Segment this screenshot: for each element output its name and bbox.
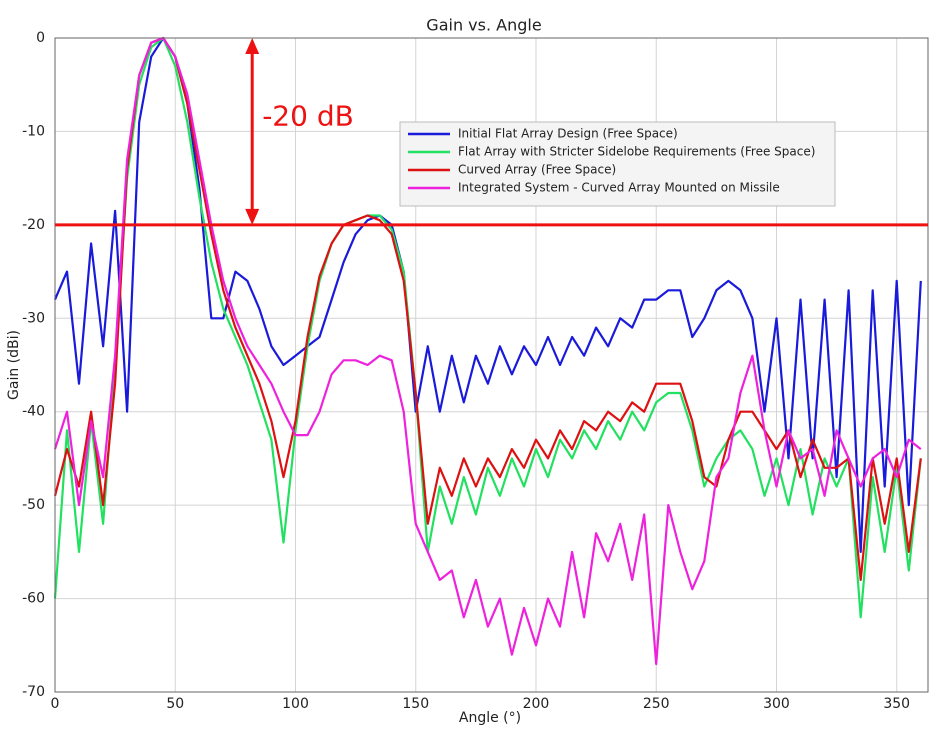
x-tick-label: 300 [763, 696, 790, 712]
x-tick-label: 350 [883, 696, 910, 712]
series-line [53, 36, 922, 619]
arrow-head [245, 38, 260, 54]
legend-label: Integrated System - Curved Array Mounted… [458, 181, 780, 195]
legend-label: Curved Array (Free Space) [458, 163, 616, 177]
y-tick-label: -10 [22, 123, 45, 139]
y-axis-label: Gain (dBi) [6, 330, 22, 400]
plot-frame [54, 37, 929, 693]
y-tick-label: -50 [22, 497, 45, 513]
series-line [53, 36, 922, 581]
legend-label: Flat Array with Stricter Sidelobe Requir… [458, 145, 815, 159]
x-tick-label: 200 [523, 696, 550, 712]
x-tick-label: 150 [402, 696, 429, 712]
x-axis-label: Angle (°) [459, 710, 521, 726]
y-tick-label: -70 [22, 684, 45, 700]
y-tick-label: -30 [22, 310, 45, 326]
legend: Initial Flat Array Design (Free Space) Fl… [399, 121, 836, 207]
series-line [53, 36, 922, 553]
x-tick-label: 0 [51, 696, 60, 712]
y-tick-label: 0 [36, 30, 45, 46]
annotation-text: -20 dB [262, 99, 354, 132]
x-tick-label: 250 [643, 696, 670, 712]
series-line [53, 36, 922, 666]
legend-label: Initial Flat Array Design (Free Space) [458, 127, 678, 141]
arrow-head [245, 208, 260, 225]
y-tick-label: -20 [22, 217, 45, 233]
y-tick-label: -40 [22, 404, 45, 420]
chart-title: Gain vs. Angle [426, 16, 541, 35]
legend-box [399, 121, 836, 207]
plot-lines [53, 36, 922, 666]
x-tick-label: 50 [166, 696, 184, 712]
x-tick-label: 100 [282, 696, 309, 712]
y-tick-label: -60 [22, 591, 45, 607]
